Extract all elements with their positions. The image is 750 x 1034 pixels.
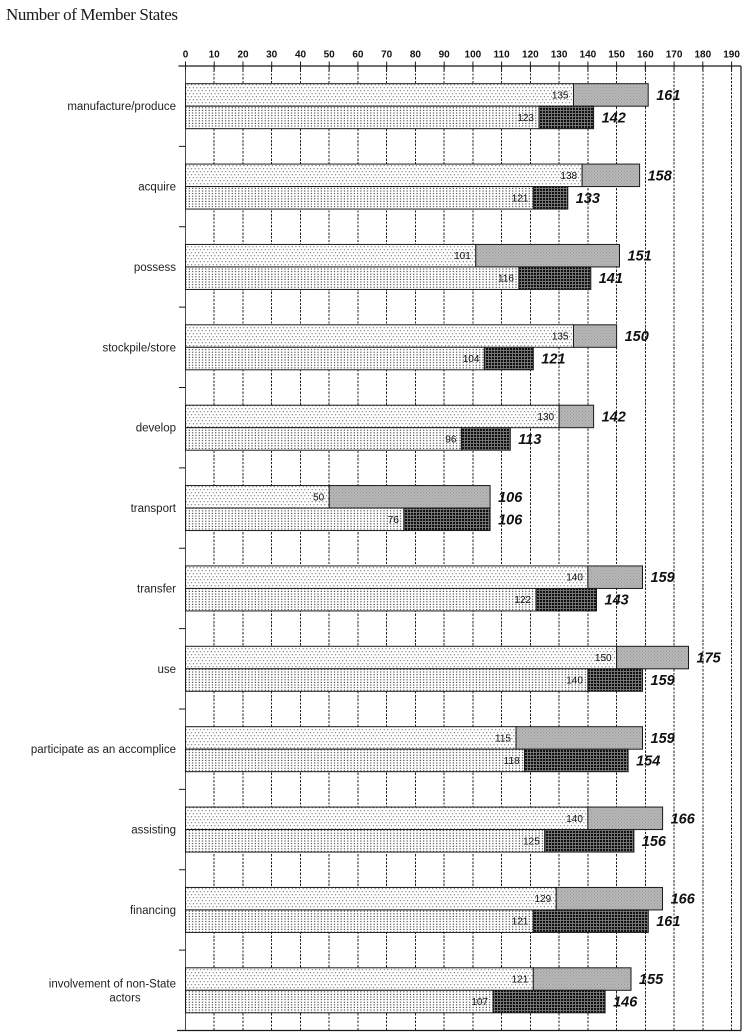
svg-text:transport: transport xyxy=(131,503,177,515)
svg-text:possess: possess xyxy=(134,262,176,274)
svg-text:121: 121 xyxy=(512,975,529,986)
svg-text:141: 141 xyxy=(599,271,623,287)
svg-text:143: 143 xyxy=(605,593,629,609)
svg-text:121: 121 xyxy=(512,917,529,928)
svg-text:financing: financing xyxy=(130,905,176,917)
svg-text:121: 121 xyxy=(512,193,529,204)
svg-text:129: 129 xyxy=(535,894,552,905)
svg-text:acquire: acquire xyxy=(138,182,176,194)
svg-text:76: 76 xyxy=(388,515,400,526)
svg-text:175: 175 xyxy=(697,651,722,667)
svg-text:100: 100 xyxy=(465,50,482,61)
svg-text:150: 150 xyxy=(608,50,625,61)
svg-text:138: 138 xyxy=(560,171,577,182)
svg-text:161: 161 xyxy=(656,88,680,104)
svg-text:101: 101 xyxy=(454,251,471,262)
svg-text:142: 142 xyxy=(602,110,626,126)
svg-text:assisting: assisting xyxy=(131,825,176,837)
svg-text:30: 30 xyxy=(266,50,278,61)
svg-text:90: 90 xyxy=(439,50,451,61)
svg-text:118: 118 xyxy=(504,756,520,767)
svg-text:stockpile/store: stockpile/store xyxy=(102,342,176,354)
svg-text:113: 113 xyxy=(518,432,541,448)
svg-text:110: 110 xyxy=(494,50,511,61)
svg-text:104: 104 xyxy=(463,354,480,365)
svg-text:80: 80 xyxy=(410,50,422,61)
svg-text:participate as an accomplice: participate as an accomplice xyxy=(31,744,176,756)
svg-text:develop: develop xyxy=(136,423,176,435)
svg-text:166: 166 xyxy=(671,892,696,908)
svg-text:140: 140 xyxy=(566,814,583,825)
svg-text:154: 154 xyxy=(636,753,660,769)
svg-text:159: 159 xyxy=(651,570,675,586)
svg-text:122: 122 xyxy=(514,595,531,606)
svg-text:140: 140 xyxy=(566,676,583,687)
svg-text:180: 180 xyxy=(694,50,711,61)
svg-text:159: 159 xyxy=(651,673,675,689)
svg-text:125: 125 xyxy=(523,836,540,847)
svg-text:120: 120 xyxy=(522,50,539,61)
svg-text:135: 135 xyxy=(552,332,569,343)
svg-text:170: 170 xyxy=(666,50,683,61)
svg-text:50: 50 xyxy=(313,492,325,503)
svg-text:158: 158 xyxy=(648,168,673,184)
svg-text:transfer: transfer xyxy=(137,583,176,595)
svg-text:115: 115 xyxy=(495,733,511,744)
svg-text:150: 150 xyxy=(625,329,649,345)
svg-text:155: 155 xyxy=(639,972,664,988)
svg-text:160: 160 xyxy=(637,50,654,61)
svg-text:use: use xyxy=(157,664,176,676)
svg-text:10: 10 xyxy=(209,50,221,61)
svg-text:159: 159 xyxy=(651,731,675,747)
svg-text:106: 106 xyxy=(498,490,523,506)
svg-text:166: 166 xyxy=(671,811,696,827)
svg-text:40: 40 xyxy=(295,50,307,61)
svg-text:70: 70 xyxy=(381,50,393,61)
svg-text:161: 161 xyxy=(656,914,680,930)
svg-text:manufacture/produce: manufacture/produce xyxy=(67,101,176,113)
svg-text:150: 150 xyxy=(595,653,612,664)
svg-text:107: 107 xyxy=(471,997,488,1008)
svg-text:140: 140 xyxy=(566,573,583,584)
svg-text:involvement of non-State: involvement of non-State xyxy=(49,978,176,990)
svg-text:140: 140 xyxy=(580,50,597,61)
svg-text:106: 106 xyxy=(498,512,523,528)
svg-text:123: 123 xyxy=(517,113,534,124)
svg-text:60: 60 xyxy=(352,50,364,61)
svg-text:96: 96 xyxy=(445,434,457,445)
svg-text:151: 151 xyxy=(628,249,652,265)
svg-text:133: 133 xyxy=(576,191,600,207)
svg-text:50: 50 xyxy=(324,50,336,61)
svg-text:Number of Member States: Number of Member States xyxy=(6,5,178,24)
svg-text:135: 135 xyxy=(552,90,569,101)
svg-text:130: 130 xyxy=(537,412,554,423)
svg-text:190: 190 xyxy=(723,50,740,61)
svg-text:130: 130 xyxy=(551,50,568,61)
svg-text:0: 0 xyxy=(183,50,189,61)
svg-text:146: 146 xyxy=(613,995,638,1011)
svg-text:116: 116 xyxy=(498,274,514,285)
svg-text:156: 156 xyxy=(642,834,667,850)
svg-text:142: 142 xyxy=(602,409,626,425)
svg-text:actors: actors xyxy=(109,992,141,1004)
svg-text:20: 20 xyxy=(237,50,249,61)
svg-text:121: 121 xyxy=(541,352,565,368)
